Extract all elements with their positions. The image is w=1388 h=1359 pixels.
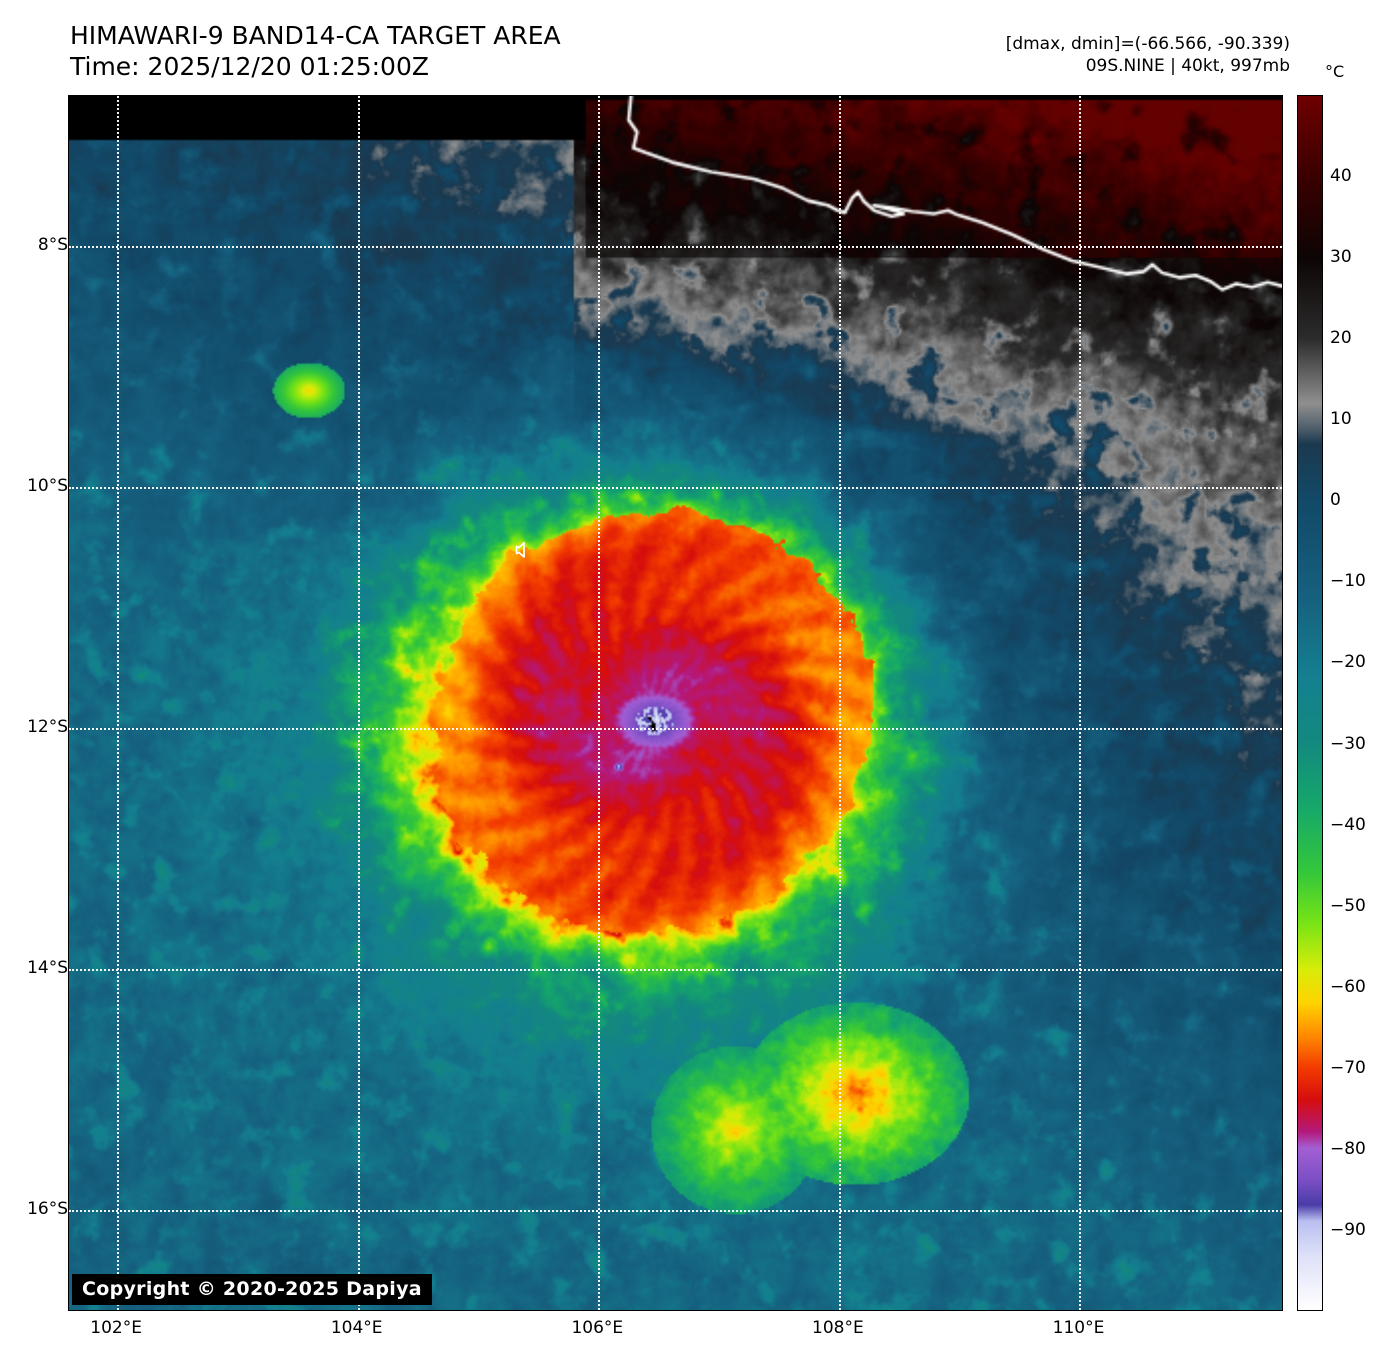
colorbar-tick-label: −30 [1330,733,1366,754]
colorbar-tick-label: −20 [1330,652,1366,673]
colorbar-tick-label: −10 [1330,571,1366,592]
longitude-tick-label: 110°E [1052,1318,1105,1338]
gridline-latitude [69,728,1282,731]
metadata-block: [dmax, dmin]=(-66.566, -90.339) 09S.NINE… [1006,33,1290,77]
gridline-latitude [69,246,1282,249]
gridline-longitude [357,96,360,1310]
satellite-infrared-canvas [69,96,1282,1310]
latitude-tick-label: 16°S [27,1198,68,1219]
gridline-longitude [598,96,601,1310]
latitude-tick-label: 12°S [27,717,68,738]
satellite-image-plot[interactable]: Copyright © 2020-2025 Dapiya [68,95,1283,1311]
page-title: HIMAWARI-9 BAND14-CA TARGET AREA [70,21,561,50]
latitude-tick-label: 14°S [27,957,68,978]
colorbar-unit-label: °C [1325,62,1345,81]
colorbar-tick-label: −50 [1330,895,1366,916]
colorbar-tick-label: −90 [1330,1219,1366,1240]
colorbar-tick-label: 0 [1330,490,1341,511]
title-block: HIMAWARI-9 BAND14-CA TARGET AREA Time: 2… [70,20,561,82]
gridline-longitude [838,96,841,1310]
gridline-latitude [69,968,1282,971]
gridline-latitude [69,1209,1282,1212]
storm-info-label: 09S.NINE | 40kt, 997mb [1085,56,1290,76]
latitude-tick-label: 8°S [37,235,68,256]
colorbar-tick-label: 20 [1330,328,1352,349]
timestamp-label: Time: 2025/12/20 01:25:00Z [70,52,429,81]
colorbar-tick-label: 10 [1330,409,1352,430]
colorbar-tick-label: −70 [1330,1057,1366,1078]
longitude-tick-label: 104°E [330,1318,383,1338]
copyright-watermark: Copyright © 2020-2025 Dapiya [72,1274,432,1305]
colorbar-tick-label: 40 [1330,166,1352,187]
gridline-longitude [117,96,120,1310]
colorbar-tick-label: −40 [1330,814,1366,835]
gridline-latitude [69,487,1282,490]
gridline-longitude [1079,96,1082,1310]
dmax-dmin-label: [dmax, dmin]=(-66.566, -90.339) [1005,34,1290,54]
latitude-tick-label: 10°S [27,476,68,497]
colorbar-tick-label: −60 [1330,976,1366,997]
colorbar-tick-label: 30 [1330,247,1352,268]
colorbar-tick-label: −80 [1330,1138,1366,1159]
longitude-tick-label: 108°E [812,1318,864,1338]
colorbar[interactable] [1297,95,1323,1311]
longitude-tick-label: 102°E [90,1318,142,1338]
colorbar-gradient [1298,96,1322,1310]
longitude-tick-label: 106°E [571,1318,624,1338]
